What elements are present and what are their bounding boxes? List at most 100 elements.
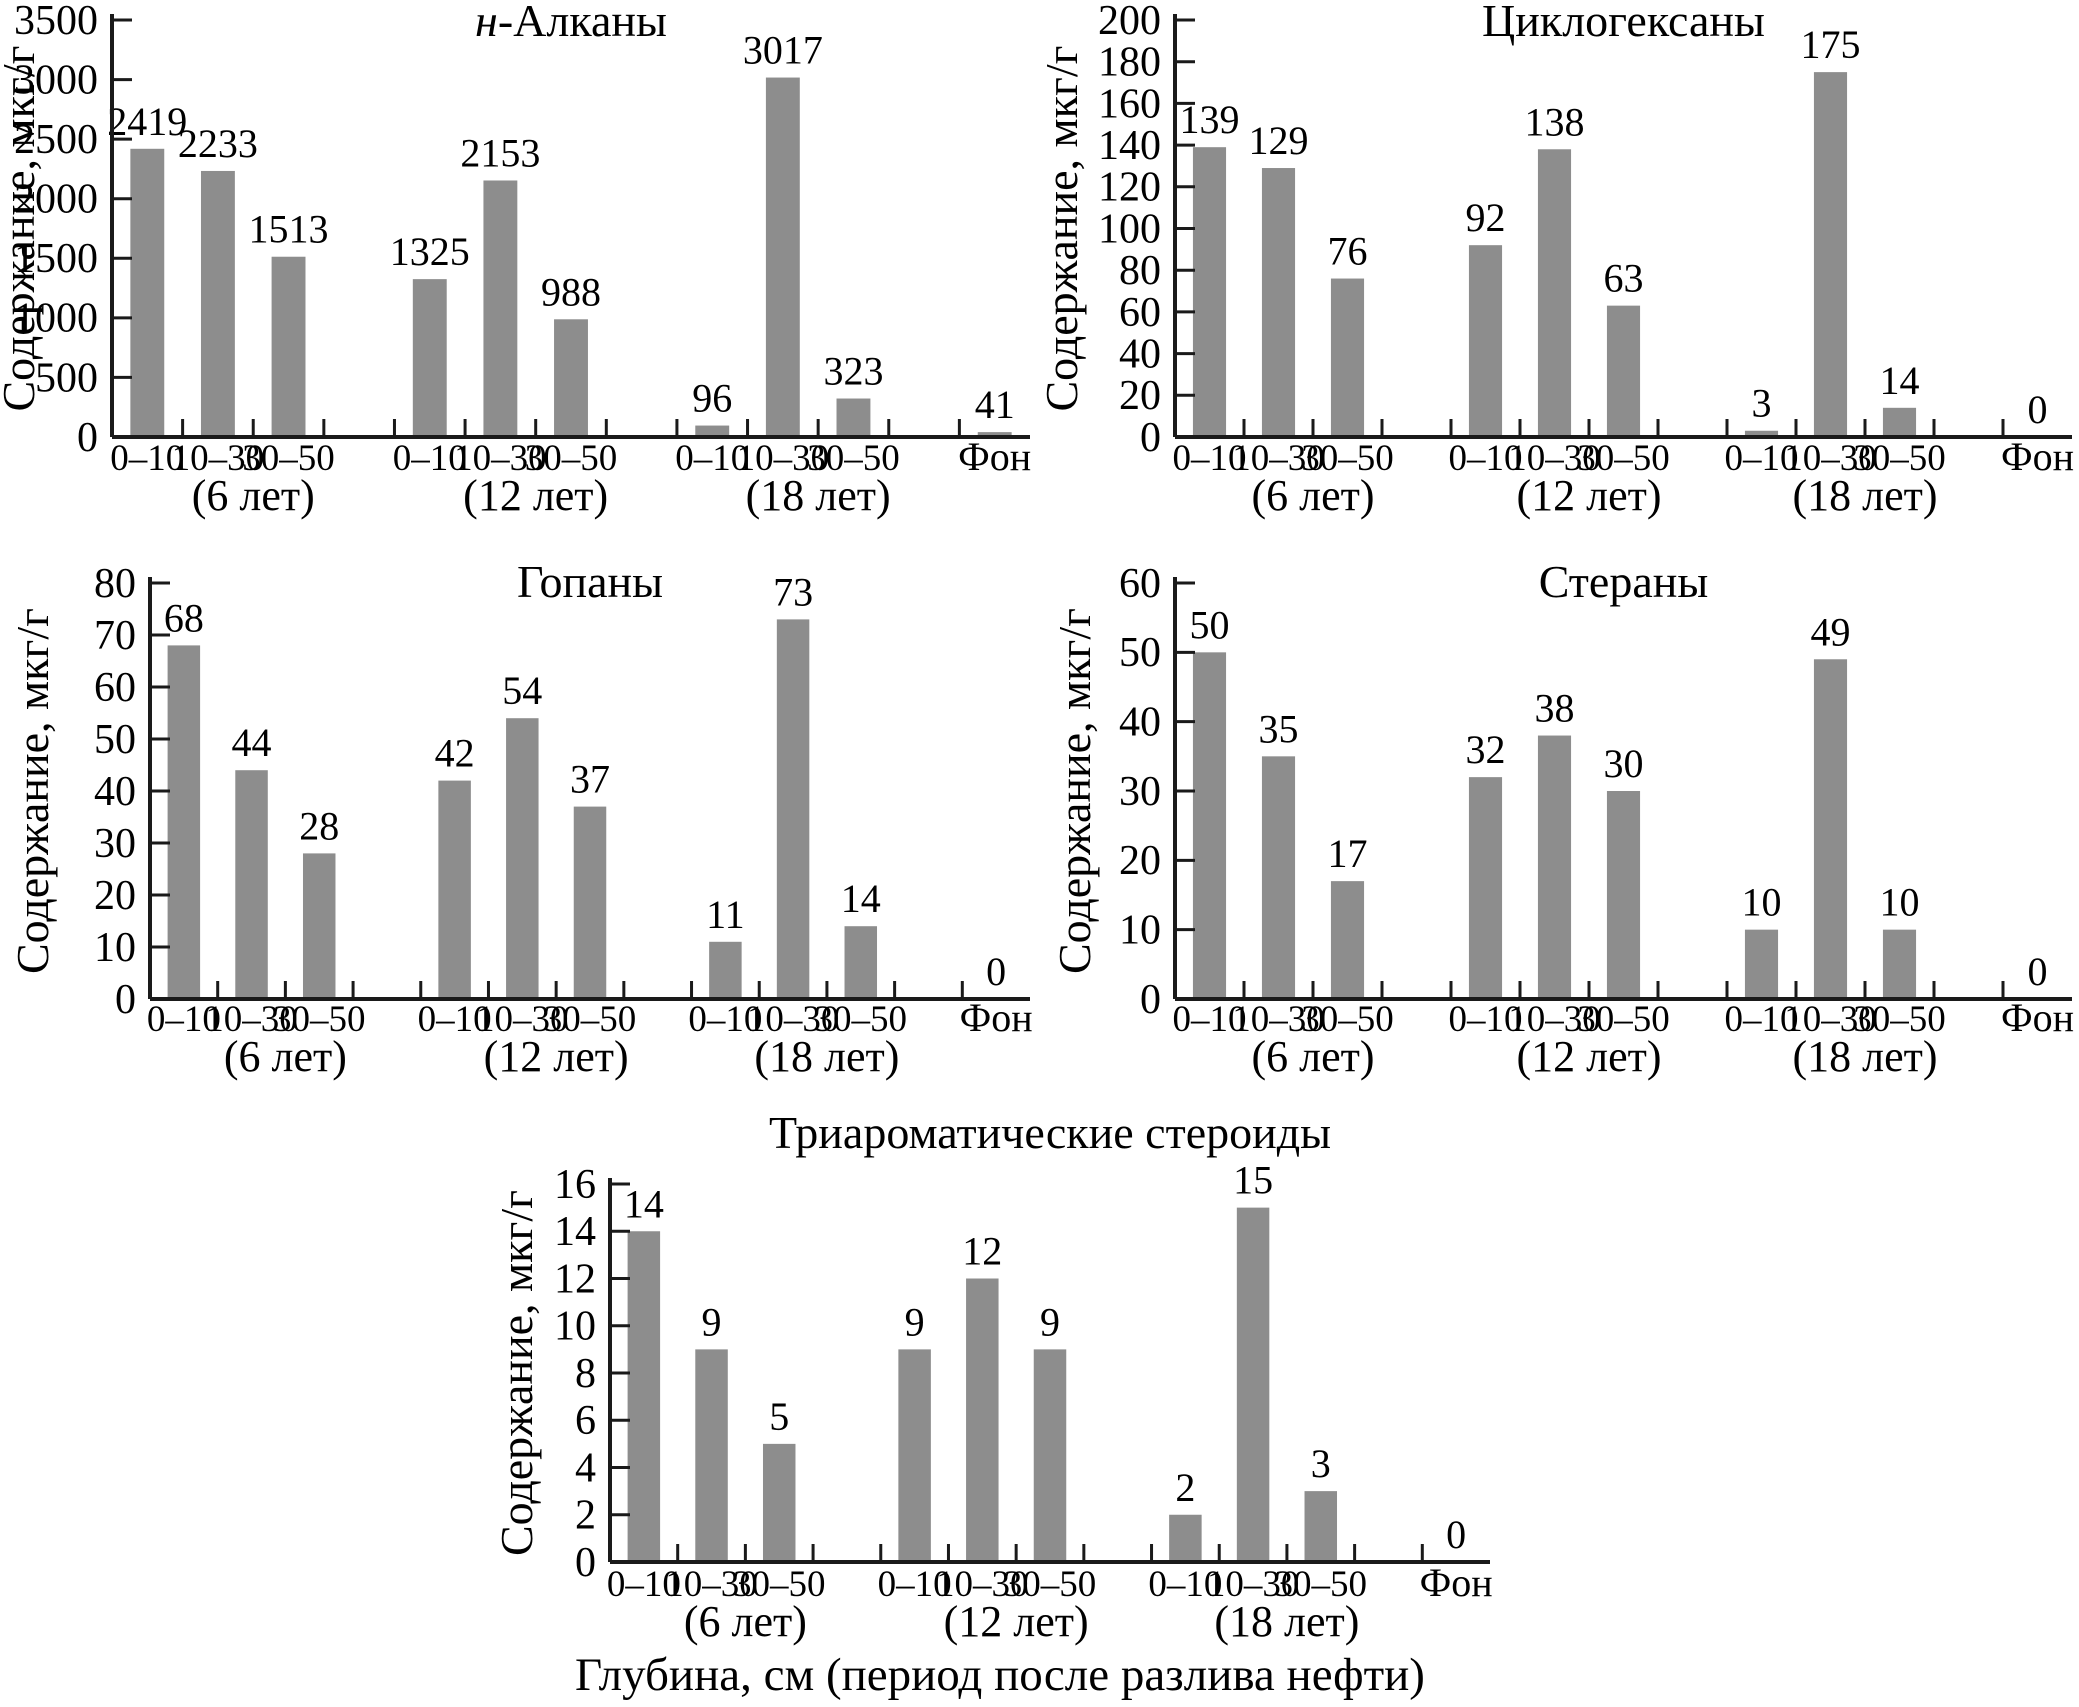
x-category-label: 10–30 [936, 1564, 1028, 1605]
bar-value-label: 0 [986, 949, 1006, 994]
x-category-label: 10–30 [1232, 999, 1325, 1040]
x-category-label: 10–30 [1207, 1564, 1300, 1605]
x-category-label: 0–10 [675, 438, 749, 479]
bar [438, 780, 471, 999]
x-category-label: 10–30 [205, 999, 298, 1040]
bar [1882, 929, 1917, 999]
y-tick-label: 80 [94, 563, 136, 607]
bar [709, 941, 742, 999]
bar-value-label: 38 [1535, 686, 1575, 731]
bar [1813, 72, 1848, 437]
bar-value-label: 41 [975, 382, 1015, 427]
y-axis-title: Содержание, мкг/г [0, 45, 44, 411]
chart-canvas: 149591292153002468101214160–1010–3030–50… [491, 1107, 1493, 1646]
y-tick-label: 4 [575, 1445, 596, 1491]
x-category-label: 0–10 [607, 1564, 681, 1605]
bar-value-label: 0 [1446, 1512, 1466, 1557]
bar-value-label: 42 [435, 731, 475, 776]
y-tick-label: 80 [1119, 248, 1161, 294]
bar-value-label: 2 [1175, 1465, 1195, 1510]
bar [506, 718, 539, 999]
chart-title: Циклогексаны [1482, 0, 1765, 46]
chart-title: Стераны [1539, 563, 1709, 607]
bar-value-label: 0 [2028, 387, 2048, 432]
bar [1468, 777, 1503, 999]
y-tick-label: 0 [1140, 977, 1161, 1023]
bar-value-label: 9 [1040, 1299, 1060, 1344]
bar [898, 1349, 931, 1562]
y-tick-label: 60 [94, 665, 136, 711]
bar-value-label: 12 [962, 1229, 1002, 1274]
x-category-label: 10–30 [1784, 438, 1877, 479]
bar [844, 926, 878, 999]
y-tick-label: 20 [1119, 838, 1161, 884]
x-category-label: 30–50 [1004, 1564, 1097, 1605]
bar-value-label: 28 [299, 803, 339, 848]
y-axis-title: Содержание, мкг/г [1049, 608, 1100, 974]
bar [1606, 305, 1641, 437]
chart-title-rest: -Алканы [498, 0, 667, 46]
x-category-label: 0–10 [1173, 999, 1247, 1040]
y-tick-label: 3000 [14, 57, 98, 103]
y-tick-label: 2500 [14, 117, 98, 163]
background-label: Фон [2001, 995, 2074, 1040]
bar-value-label: 14 [841, 876, 881, 921]
bar-value-label: 9 [905, 1299, 925, 1344]
bar [765, 77, 800, 438]
bar [1537, 149, 1572, 437]
y-tick-label: 10 [94, 925, 136, 971]
bar [1468, 245, 1503, 437]
bar [235, 770, 268, 999]
bar-value-label: 3 [1311, 1441, 1331, 1486]
bar [1813, 659, 1848, 999]
bar [966, 1278, 999, 1562]
bar [1744, 430, 1779, 437]
chart-title-italic-part: н [475, 0, 498, 46]
chart-canvas: 139 1297692138633175140020406080100120140… [1036, 0, 2074, 520]
group-label: (6 лет) [1251, 471, 1374, 520]
x-category-label: 30–50 [1275, 1564, 1368, 1605]
group-label: (12 лет) [484, 1032, 629, 1081]
chart-canvas: 68 44 28 42 54 37 11 73 14 0 0 10 20 30 40 50 60 70 80 0–10… [7, 556, 1033, 1081]
x-category-label: 30–50 [273, 999, 366, 1040]
y-axis-title: Содержание, мкг/г [1040, 45, 1087, 411]
bar [271, 256, 306, 437]
bar-value-label: 17 [1328, 831, 1368, 876]
y-tick-label: 140 [1098, 123, 1161, 169]
x-category-label: 30–50 [1301, 438, 1394, 479]
y-tick-label: 200 [1098, 0, 1161, 44]
chart-canvas: 503517323830104910001020304050600–1010–3… [1049, 556, 2074, 1081]
x-category-label: 30–50 [544, 999, 637, 1040]
bar [1537, 735, 1572, 999]
bar-value-label: 14 [624, 1181, 664, 1226]
x-category-label: 0–10 [1449, 438, 1523, 479]
y-tick-label: 100 [1098, 206, 1161, 252]
bar-value-label: 10 [1880, 880, 1920, 925]
y-axis-title: Содержание, мкг/г [491, 1190, 542, 1556]
bar-value-label: 32 [1466, 727, 1506, 772]
x-category-label: 10–30 [1508, 999, 1601, 1040]
x-category-label: 0–10 [1725, 999, 1799, 1040]
y-tick-label: 20 [1119, 373, 1161, 419]
chart-title: н-Алканы [475, 0, 667, 46]
bar [412, 279, 447, 437]
x-category-label: 0–10 [393, 438, 467, 479]
bar-value-label: 96 [692, 376, 732, 421]
bar [1236, 1207, 1270, 1562]
y-tick-label: 20 [94, 873, 136, 919]
bar-value-label: 2233 [178, 121, 258, 166]
bar [1261, 168, 1296, 437]
x-category-label: 30–50 [807, 438, 900, 479]
y-tick-label: 3500 [14, 0, 98, 44]
bar-value-label: 9 [702, 1299, 722, 1344]
x-category-label: 0–10 [1725, 438, 1799, 479]
bar [483, 180, 518, 438]
x-category-label: 10–30 [454, 438, 547, 479]
bar-value-label: 92 [1466, 195, 1506, 240]
x-category-label: 0–10 [147, 999, 221, 1040]
x-axis-label: Глубина, см (период после разлива нефти) [575, 1649, 1425, 1701]
y-tick-label: 14 [554, 1209, 596, 1255]
y-tick-label: 180 [1098, 40, 1161, 86]
bar-value-label: 54 [502, 668, 542, 713]
